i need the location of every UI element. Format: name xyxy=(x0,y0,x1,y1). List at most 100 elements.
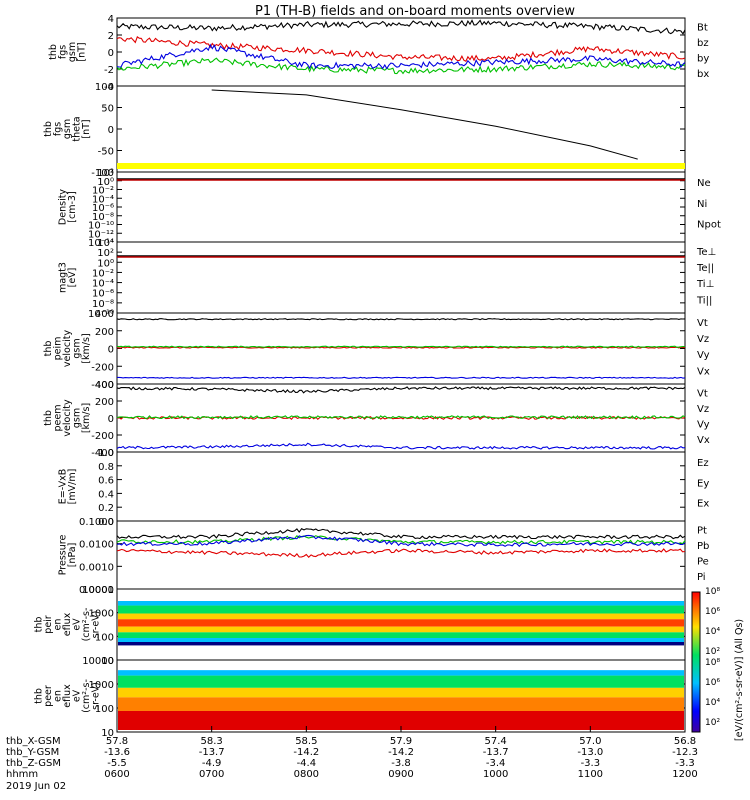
y-tick-label: 10⁻² xyxy=(92,186,114,197)
plot-title: P1 (TH-B) fields and on-board moments ov… xyxy=(255,4,575,19)
y-tick-label: 10 xyxy=(101,728,114,739)
legend-bt: Bt xyxy=(697,23,708,34)
y-tick-label: 0.8 xyxy=(98,462,114,473)
y-tick-label: 1000 xyxy=(89,609,114,620)
y-tick-label: -400 xyxy=(91,448,114,459)
legend-ey: Ey xyxy=(697,478,709,489)
y-axis-label: (cm²-s- xyxy=(81,608,92,642)
legend-ni: Ni xyxy=(697,199,707,210)
y-axis-label: gsm xyxy=(67,42,78,62)
spectrogram-band xyxy=(118,675,684,688)
spectrogram-band xyxy=(118,638,684,643)
series-line-pt xyxy=(116,527,686,540)
y-axis-label: [mV/m] xyxy=(67,469,78,505)
colorbar-tick-label: 10² xyxy=(705,647,720,657)
y-axis-label: E=-VxB xyxy=(57,469,68,504)
series-line-vy xyxy=(116,415,686,420)
series-line-bx xyxy=(116,43,686,70)
y-tick-label: -2 xyxy=(104,65,114,76)
y-tick-label: 10000 xyxy=(82,585,114,596)
x-row-label: thb_Z-GSM xyxy=(6,758,61,769)
y-tick-label: 10⁴ xyxy=(97,238,114,249)
spectrogram-band xyxy=(118,619,684,627)
y-axis-label: en xyxy=(53,619,64,631)
y-tick-label: -400 xyxy=(91,380,114,391)
x-row-label: hhmm xyxy=(6,769,38,780)
legend-vy: Vy xyxy=(697,420,710,431)
y-axis-label: en xyxy=(53,690,64,702)
y-tick-label: 400 xyxy=(95,309,114,320)
spectrogram-band xyxy=(118,697,684,711)
x-tick-label: -13.0 xyxy=(577,747,603,758)
legend-vy: Vy xyxy=(697,350,710,361)
y-tick-label: 0 xyxy=(108,48,114,59)
y-axis-label: thb xyxy=(43,121,54,137)
y-tick-label: 200 xyxy=(95,327,114,338)
spectrogram-band xyxy=(118,626,684,633)
legend-pt: Pt xyxy=(697,526,707,537)
y-axis-label: eV xyxy=(72,689,83,702)
y-tick-label: -200 xyxy=(91,431,114,442)
legend-pe: Pe xyxy=(697,557,709,568)
y-tick-label: 0.0010 xyxy=(79,562,114,573)
legend-ti⊥: Ti⊥ xyxy=(696,279,714,290)
y-axis-label: peir xyxy=(43,615,54,634)
panel-frame xyxy=(116,451,686,522)
legend-bx: bx xyxy=(697,69,709,80)
x-tick-label: 1000 xyxy=(483,769,508,780)
x-tick-label: -13.7 xyxy=(199,747,225,758)
y-tick-label: 0.6 xyxy=(98,476,114,487)
y-axis-label: sr-eV) xyxy=(91,611,102,639)
x-tick-label: -4.9 xyxy=(202,758,222,769)
colorbar-tick-label: 10⁴ xyxy=(705,627,720,637)
legend-vz: Vz xyxy=(697,334,709,345)
panel-efield: 1.0 0.8 0.6 0.4 0.2 0.0 E=-VxB[mV/m] Ez Ey Ex xyxy=(57,448,709,528)
y-tick-label: 10⁻⁶ xyxy=(92,289,114,300)
x-tick-label: 0800 xyxy=(294,769,319,780)
spectrogram-band xyxy=(118,710,684,730)
x-tick-label: 0700 xyxy=(199,769,224,780)
y-axis-label: [nT] xyxy=(76,42,87,61)
y-axis-label: thb xyxy=(48,44,59,60)
y-axis-label: thb xyxy=(43,410,54,426)
y-tick-label: -4 xyxy=(104,82,114,93)
y-axis-label: fgs xyxy=(57,45,68,59)
y-axis-label: gsm xyxy=(72,338,83,358)
legend-ez: Ez xyxy=(697,458,709,469)
y-tick-label: 0.0100 xyxy=(79,540,114,551)
y-axis-label: eflux xyxy=(62,684,73,708)
y-axis-label: fgs xyxy=(53,122,64,136)
y-tick-label: 10⁻⁶ xyxy=(92,203,114,214)
y-axis-label: eV xyxy=(72,618,83,631)
colorbar-tick-label: 10⁴ xyxy=(705,698,720,708)
series-line-pi xyxy=(116,534,686,548)
y-tick-label: 200 xyxy=(95,397,114,408)
y-tick-label: 100 xyxy=(95,632,114,643)
panel-peir: 10000 1000 100 10 thbpeirenefluxeV(cm²-s-sr-… xyxy=(34,585,686,667)
series-line-vy xyxy=(116,345,686,348)
colorbar-tick-label: 10⁸ xyxy=(705,658,720,668)
x-row-label: thb_X-GSM xyxy=(6,736,61,747)
panel-pressure: 0.1000 0.0100 0.0010 0.0001 Pressure[nPa] Pt P… xyxy=(57,517,709,596)
y-tick-label: 0 xyxy=(108,345,114,356)
x-tick-label: -12.3 xyxy=(672,747,698,758)
y-axis-label: thb xyxy=(43,341,54,357)
y-axis-label: peim xyxy=(53,337,64,361)
legend-vx: Vx xyxy=(697,435,710,446)
y-tick-label: 0.2 xyxy=(98,503,114,514)
colorbar-tick-label: 10⁸ xyxy=(705,587,720,597)
y-tick-label: 10 xyxy=(101,656,114,667)
x-tick-label: -5.5 xyxy=(107,758,127,769)
y-tick-label: 2 xyxy=(108,31,114,42)
y-tick-label: 10⁻² xyxy=(92,268,114,279)
y-tick-label: 10000 xyxy=(82,656,114,667)
y-axis-label: theta xyxy=(72,116,83,141)
x-tick-label: 0600 xyxy=(104,769,129,780)
series-line-by xyxy=(116,57,686,75)
x-date-label: 2019 Jun 02 xyxy=(6,781,66,792)
series-line-vz xyxy=(116,346,686,349)
